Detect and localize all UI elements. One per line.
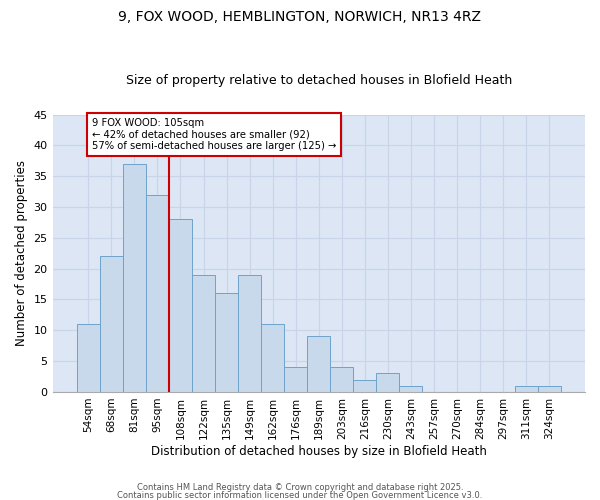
- Bar: [192, 275, 215, 392]
- Bar: [238, 275, 261, 392]
- X-axis label: Distribution of detached houses by size in Blofield Heath: Distribution of detached houses by size …: [151, 444, 487, 458]
- Bar: [77, 324, 100, 392]
- Bar: [284, 368, 307, 392]
- Title: Size of property relative to detached houses in Blofield Heath: Size of property relative to detached ho…: [125, 74, 512, 87]
- Bar: [261, 324, 284, 392]
- Bar: [169, 220, 192, 392]
- Bar: [307, 336, 330, 392]
- Bar: [330, 368, 353, 392]
- Bar: [376, 374, 400, 392]
- Text: 9, FOX WOOD, HEMBLINGTON, NORWICH, NR13 4RZ: 9, FOX WOOD, HEMBLINGTON, NORWICH, NR13 …: [119, 10, 482, 24]
- Text: 9 FOX WOOD: 105sqm
← 42% of detached houses are smaller (92)
57% of semi-detache: 9 FOX WOOD: 105sqm ← 42% of detached hou…: [92, 118, 336, 151]
- Bar: [515, 386, 538, 392]
- Bar: [123, 164, 146, 392]
- Text: Contains public sector information licensed under the Open Government Licence v3: Contains public sector information licen…: [118, 490, 482, 500]
- Bar: [146, 194, 169, 392]
- Bar: [353, 380, 376, 392]
- Bar: [400, 386, 422, 392]
- Text: Contains HM Land Registry data © Crown copyright and database right 2025.: Contains HM Land Registry data © Crown c…: [137, 484, 463, 492]
- Bar: [215, 294, 238, 392]
- Bar: [538, 386, 561, 392]
- Bar: [100, 256, 123, 392]
- Y-axis label: Number of detached properties: Number of detached properties: [15, 160, 28, 346]
